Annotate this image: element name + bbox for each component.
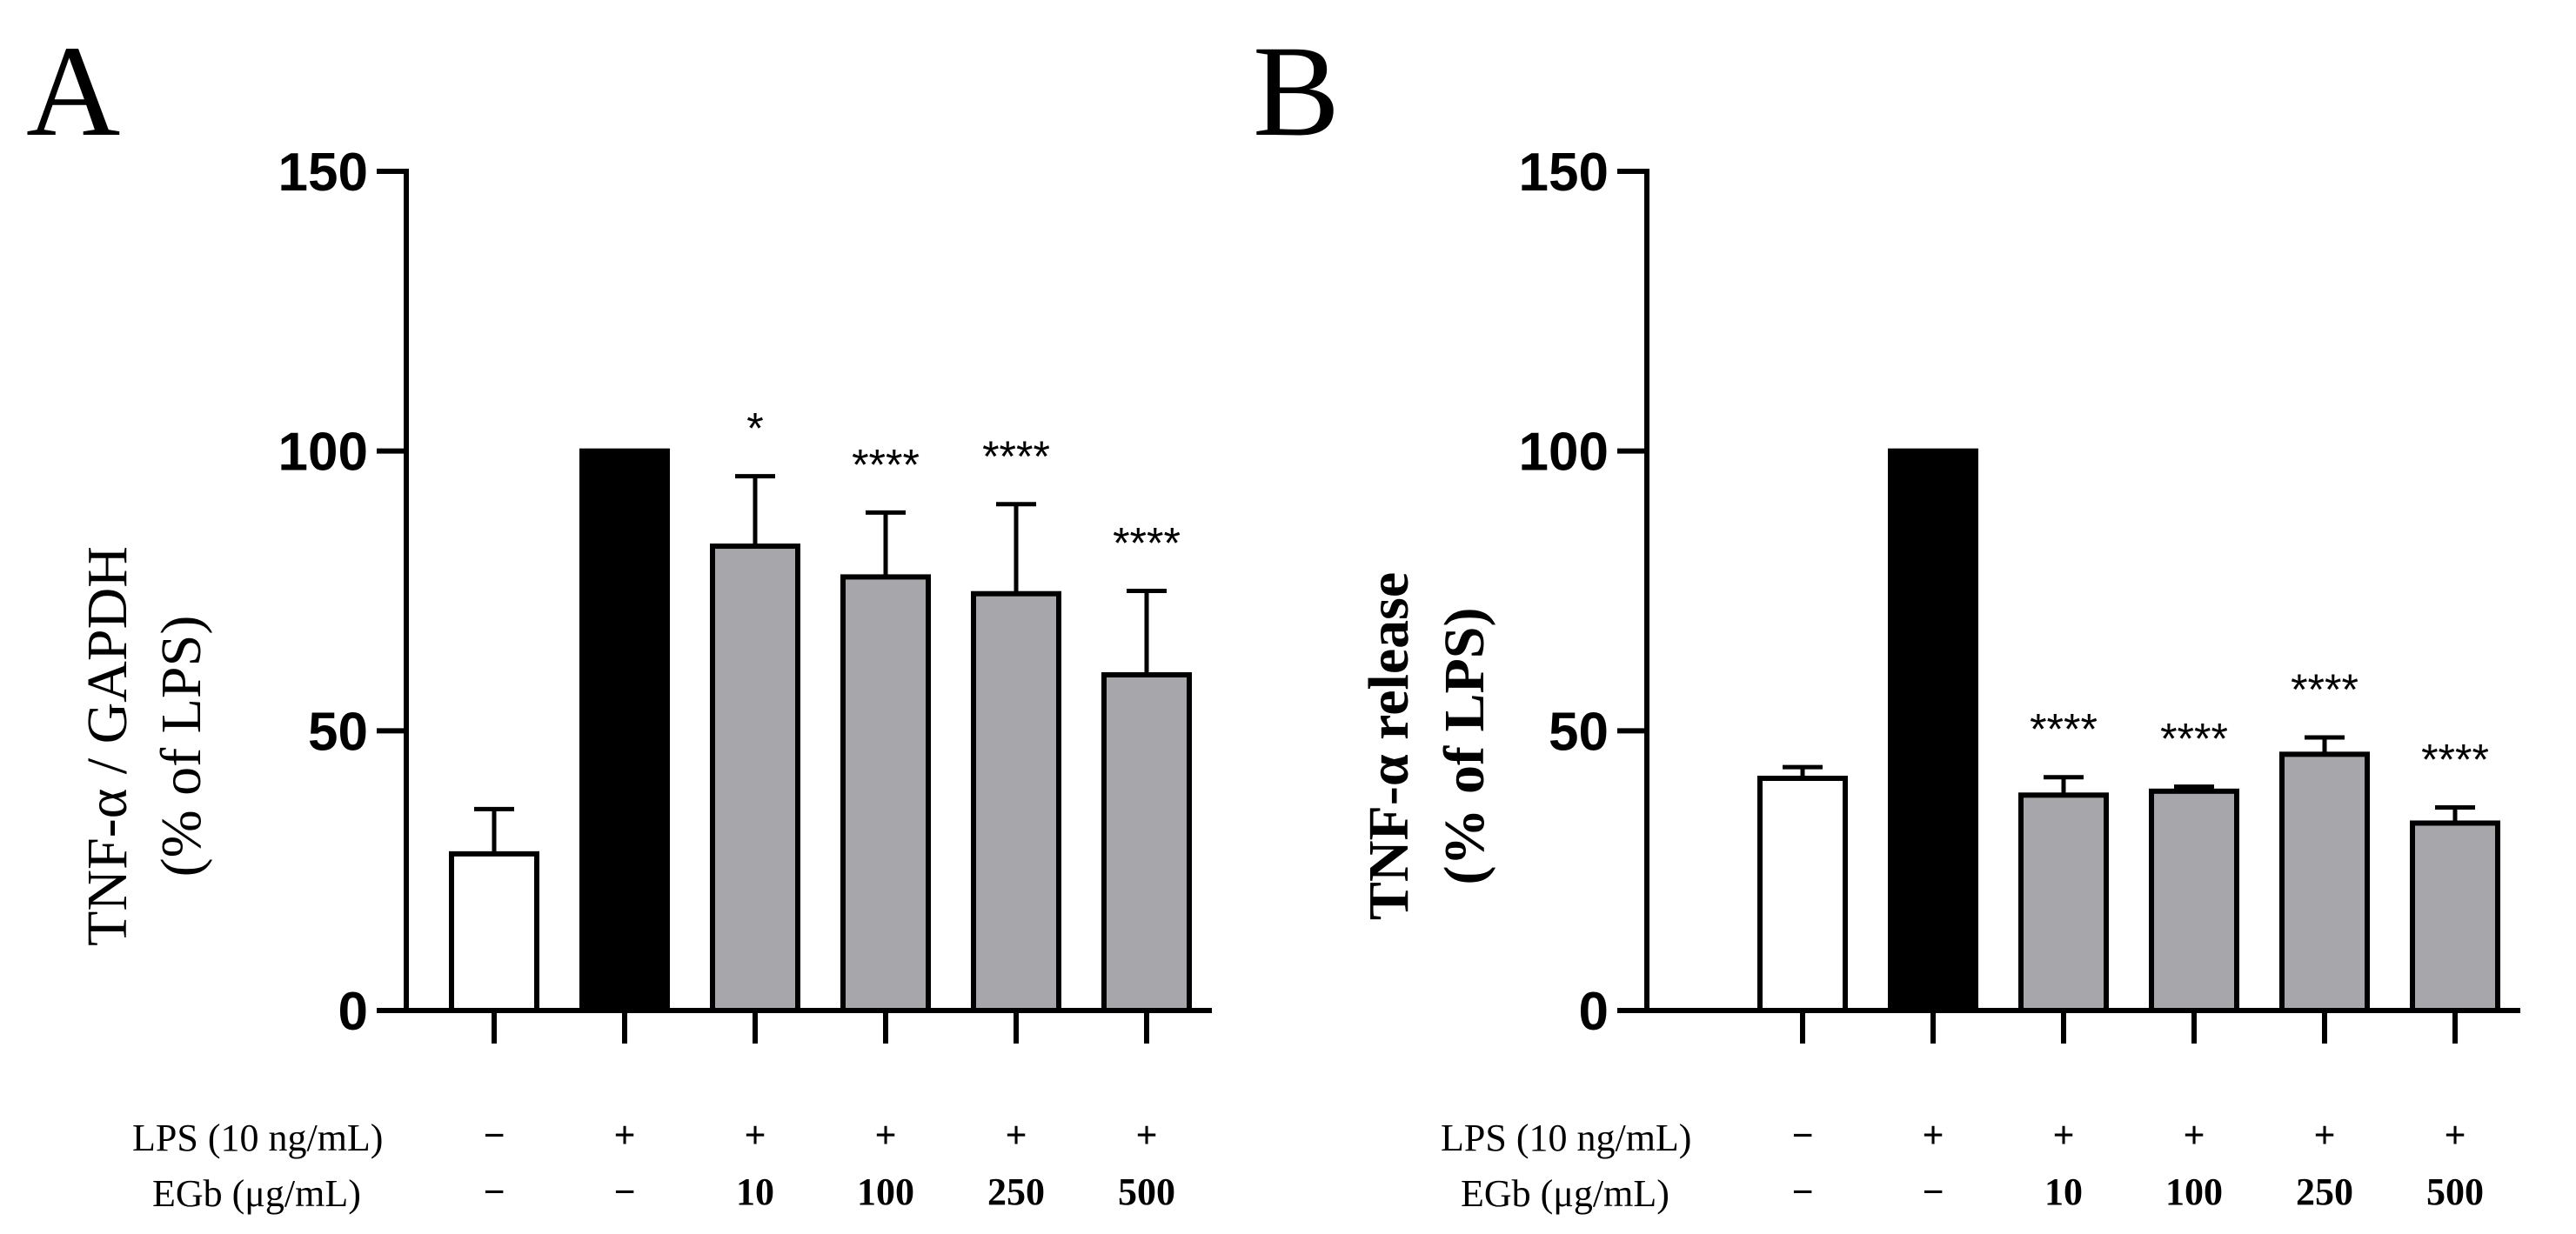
bar-2 [1888,448,1978,1013]
lps-cell: + [2444,1114,2466,1157]
lps-cell: − [1791,1114,1813,1157]
treatment-cells: − − + − +10 +100 +250 +500 [483,1114,1175,1213]
egb-cell: 10 [2044,1171,2083,1213]
panel-b: B TNF-α release (% of LPS) 0 50 100 150 ****… [1253,19,2520,1044]
egb-cell: 250 [2296,1171,2353,1213]
bar-1 [449,850,539,1013]
significance-label: **** [1113,519,1181,568]
panel-label: B [1253,19,1340,163]
bar-4 [2149,788,2239,1014]
lps-cell: + [874,1114,896,1157]
panel-a: A TNF-α / GAPDH (% of LPS) 050100150****… [26,19,1212,1044]
lps-cell: − [483,1114,505,1157]
panel-label: A [26,19,120,163]
bar-1 [1757,776,1848,1013]
lps-cell: + [2052,1114,2074,1157]
lps-cell: + [1005,1114,1027,1157]
lps-row-label: LPS (10 ng/mL) [132,1117,383,1159]
egb-cell: 250 [987,1171,1045,1213]
lps-cell: + [2183,1114,2205,1157]
lps-cell: + [2313,1114,2335,1157]
bar-6 [1101,672,1192,1013]
egb-row-label: EGb (μg/mL) [1461,1172,1669,1215]
y-tick-label: 100 [278,423,368,483]
lps-cell: + [1135,1114,1157,1157]
y-tick-label: 0 [1579,982,1609,1042]
bar-5 [2279,751,2370,1013]
lps-row-label: LPS (10 ng/mL) [1441,1117,1691,1159]
lps-cell: + [613,1114,635,1157]
y-axis-label-line-2: (% of LPS) [1433,608,1496,885]
lps-cell: + [1922,1114,1944,1157]
y-tick-label: 150 [1519,143,1609,203]
y-tick-label: 0 [338,982,368,1042]
bar-4 [840,574,931,1014]
y-tick-label: 50 [308,702,368,762]
y-tick-label: 100 [1519,423,1609,483]
bar-3 [2018,792,2109,1013]
significance-label: **** [852,440,920,489]
bar-6 [2410,820,2500,1013]
y-tick-label: 50 [1549,702,1609,762]
significance-label: **** [2291,665,2359,714]
egb-cell: 100 [2165,1171,2223,1213]
egb-cell: − [1922,1171,1944,1213]
bar-5 [971,590,1061,1013]
y-axis-label-line-2: (% of LPS) [150,616,213,877]
significance-label: * [746,404,763,453]
significance-label: **** [2030,705,2098,754]
significance-label: **** [2160,715,2228,764]
egb-cell: 10 [736,1171,774,1213]
treatment-table-a: LPS (10 ng/mL) EGb (μg/mL) − − + − +10 +100 +2… [132,1114,1175,1215]
egb-cell: 500 [2426,1171,2484,1213]
treatment-table-b: LPS (10 ng/mL) EGb (μg/mL) − − + − +10 +100 +2… [1441,1114,2484,1215]
egb-cell: − [613,1171,635,1213]
egb-row-label: EGb (μg/mL) [152,1172,361,1215]
egb-cell: 100 [857,1171,914,1213]
bar-2 [579,448,670,1013]
bar-3 [710,544,800,1013]
plot-area: 0 50 100 150 **** **** **** **** [1519,143,2520,1044]
y-axis-label-line-1: TNF-α / GAPDH [76,546,139,946]
treatment-cells: − − + − +10 +100 +250 +500 [1791,1114,2484,1213]
significance-label: **** [2421,735,2489,784]
lps-cell: + [744,1114,766,1157]
egb-cell: 500 [1118,1171,1175,1213]
y-tick-label: 150 [278,143,368,203]
y-axis-label-line-1: TNF-α release [1357,572,1421,920]
egb-cell: − [1791,1171,1813,1213]
significance-label: **** [982,432,1050,481]
egb-cell: − [483,1171,505,1213]
